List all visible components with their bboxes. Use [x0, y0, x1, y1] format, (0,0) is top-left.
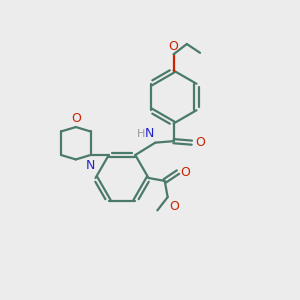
Text: O: O: [71, 112, 81, 125]
Text: N: N: [145, 127, 154, 140]
Text: O: O: [195, 136, 205, 149]
Text: O: O: [169, 40, 178, 53]
Text: N: N: [86, 159, 95, 172]
Text: H: H: [136, 128, 145, 139]
Text: O: O: [180, 166, 190, 178]
Text: O: O: [169, 200, 179, 213]
